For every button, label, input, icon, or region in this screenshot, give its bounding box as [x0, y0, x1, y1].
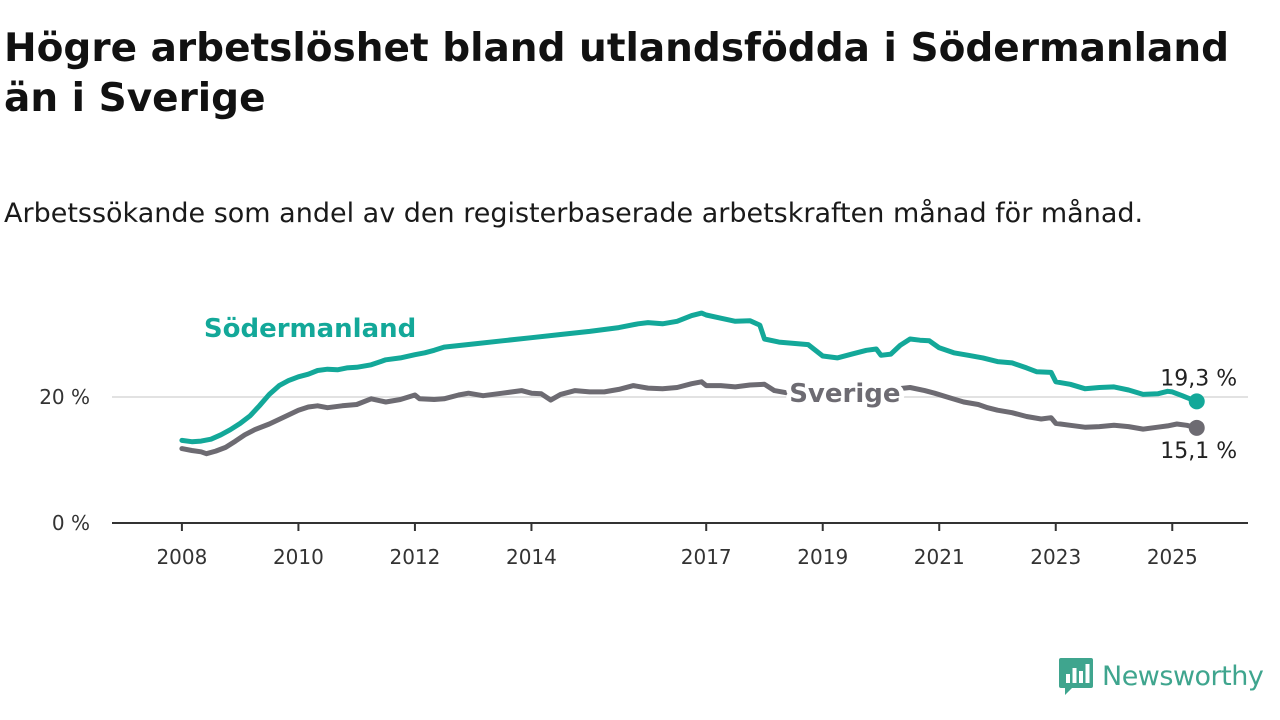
x-axis-tick-labels: 2008 2010 2012 2014 2017 2019 2021 2023 2025	[156, 545, 1197, 569]
series-end-point	[1188, 419, 1205, 436]
x-tick-label: 2019	[797, 545, 848, 569]
brand-name: Newsworthy	[1102, 660, 1264, 692]
x-tick-label: 2012	[389, 545, 440, 569]
chart-title: Högre arbetslöshet bland utlandsfödda i …	[4, 26, 1230, 121]
end-value-label: 19,3 %	[1160, 366, 1237, 391]
series-label-halo: Sverige	[789, 379, 900, 409]
x-axis	[112, 522, 1248, 531]
chart-subtitle: Arbetssökande som andel av den registerb…	[4, 198, 1144, 229]
x-tick-label: 2014	[506, 545, 557, 569]
series-line-södermanland	[179, 310, 1200, 445]
x-tick-label: 2023	[1030, 545, 1081, 569]
y-tick-label: 0 %	[52, 511, 90, 535]
series-line-sverige	[179, 379, 1200, 457]
newsworthy-brand: Newsworthy	[1058, 654, 1264, 698]
series-label-sverige: Sverige	[789, 379, 900, 409]
x-tick-label: 2008	[156, 545, 207, 569]
x-tick-label: 2010	[273, 545, 324, 569]
x-tick-label: 2017	[681, 545, 732, 569]
series-label-halo: Södermanland	[204, 314, 416, 344]
end-value-label: 15,1 %	[1160, 439, 1237, 464]
y-axis-tick-labels: 0 % 20 %	[39, 385, 90, 535]
x-tick-label: 2021	[914, 545, 965, 569]
newsworthy-logo-icon	[1059, 658, 1093, 695]
series-end-point	[1188, 393, 1205, 410]
line-chart: 0 % 20 % 2008 2010 2012 2014 2017 2019 2021 2023…	[39, 309, 1248, 569]
series-label-södermanland: Södermanland	[204, 314, 416, 344]
series-labels: SödermanlandSödermanlandSverigeSverige19…	[199, 309, 1237, 464]
series-lines	[179, 310, 1205, 457]
x-tick-label: 2025	[1147, 545, 1198, 569]
y-tick-label: 20 %	[39, 385, 90, 409]
